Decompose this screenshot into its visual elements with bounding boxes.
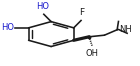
Text: HO: HO — [36, 2, 49, 11]
Text: F: F — [79, 8, 84, 17]
Text: NH: NH — [120, 25, 132, 34]
Text: HO: HO — [2, 23, 15, 32]
Text: OH: OH — [86, 49, 99, 58]
